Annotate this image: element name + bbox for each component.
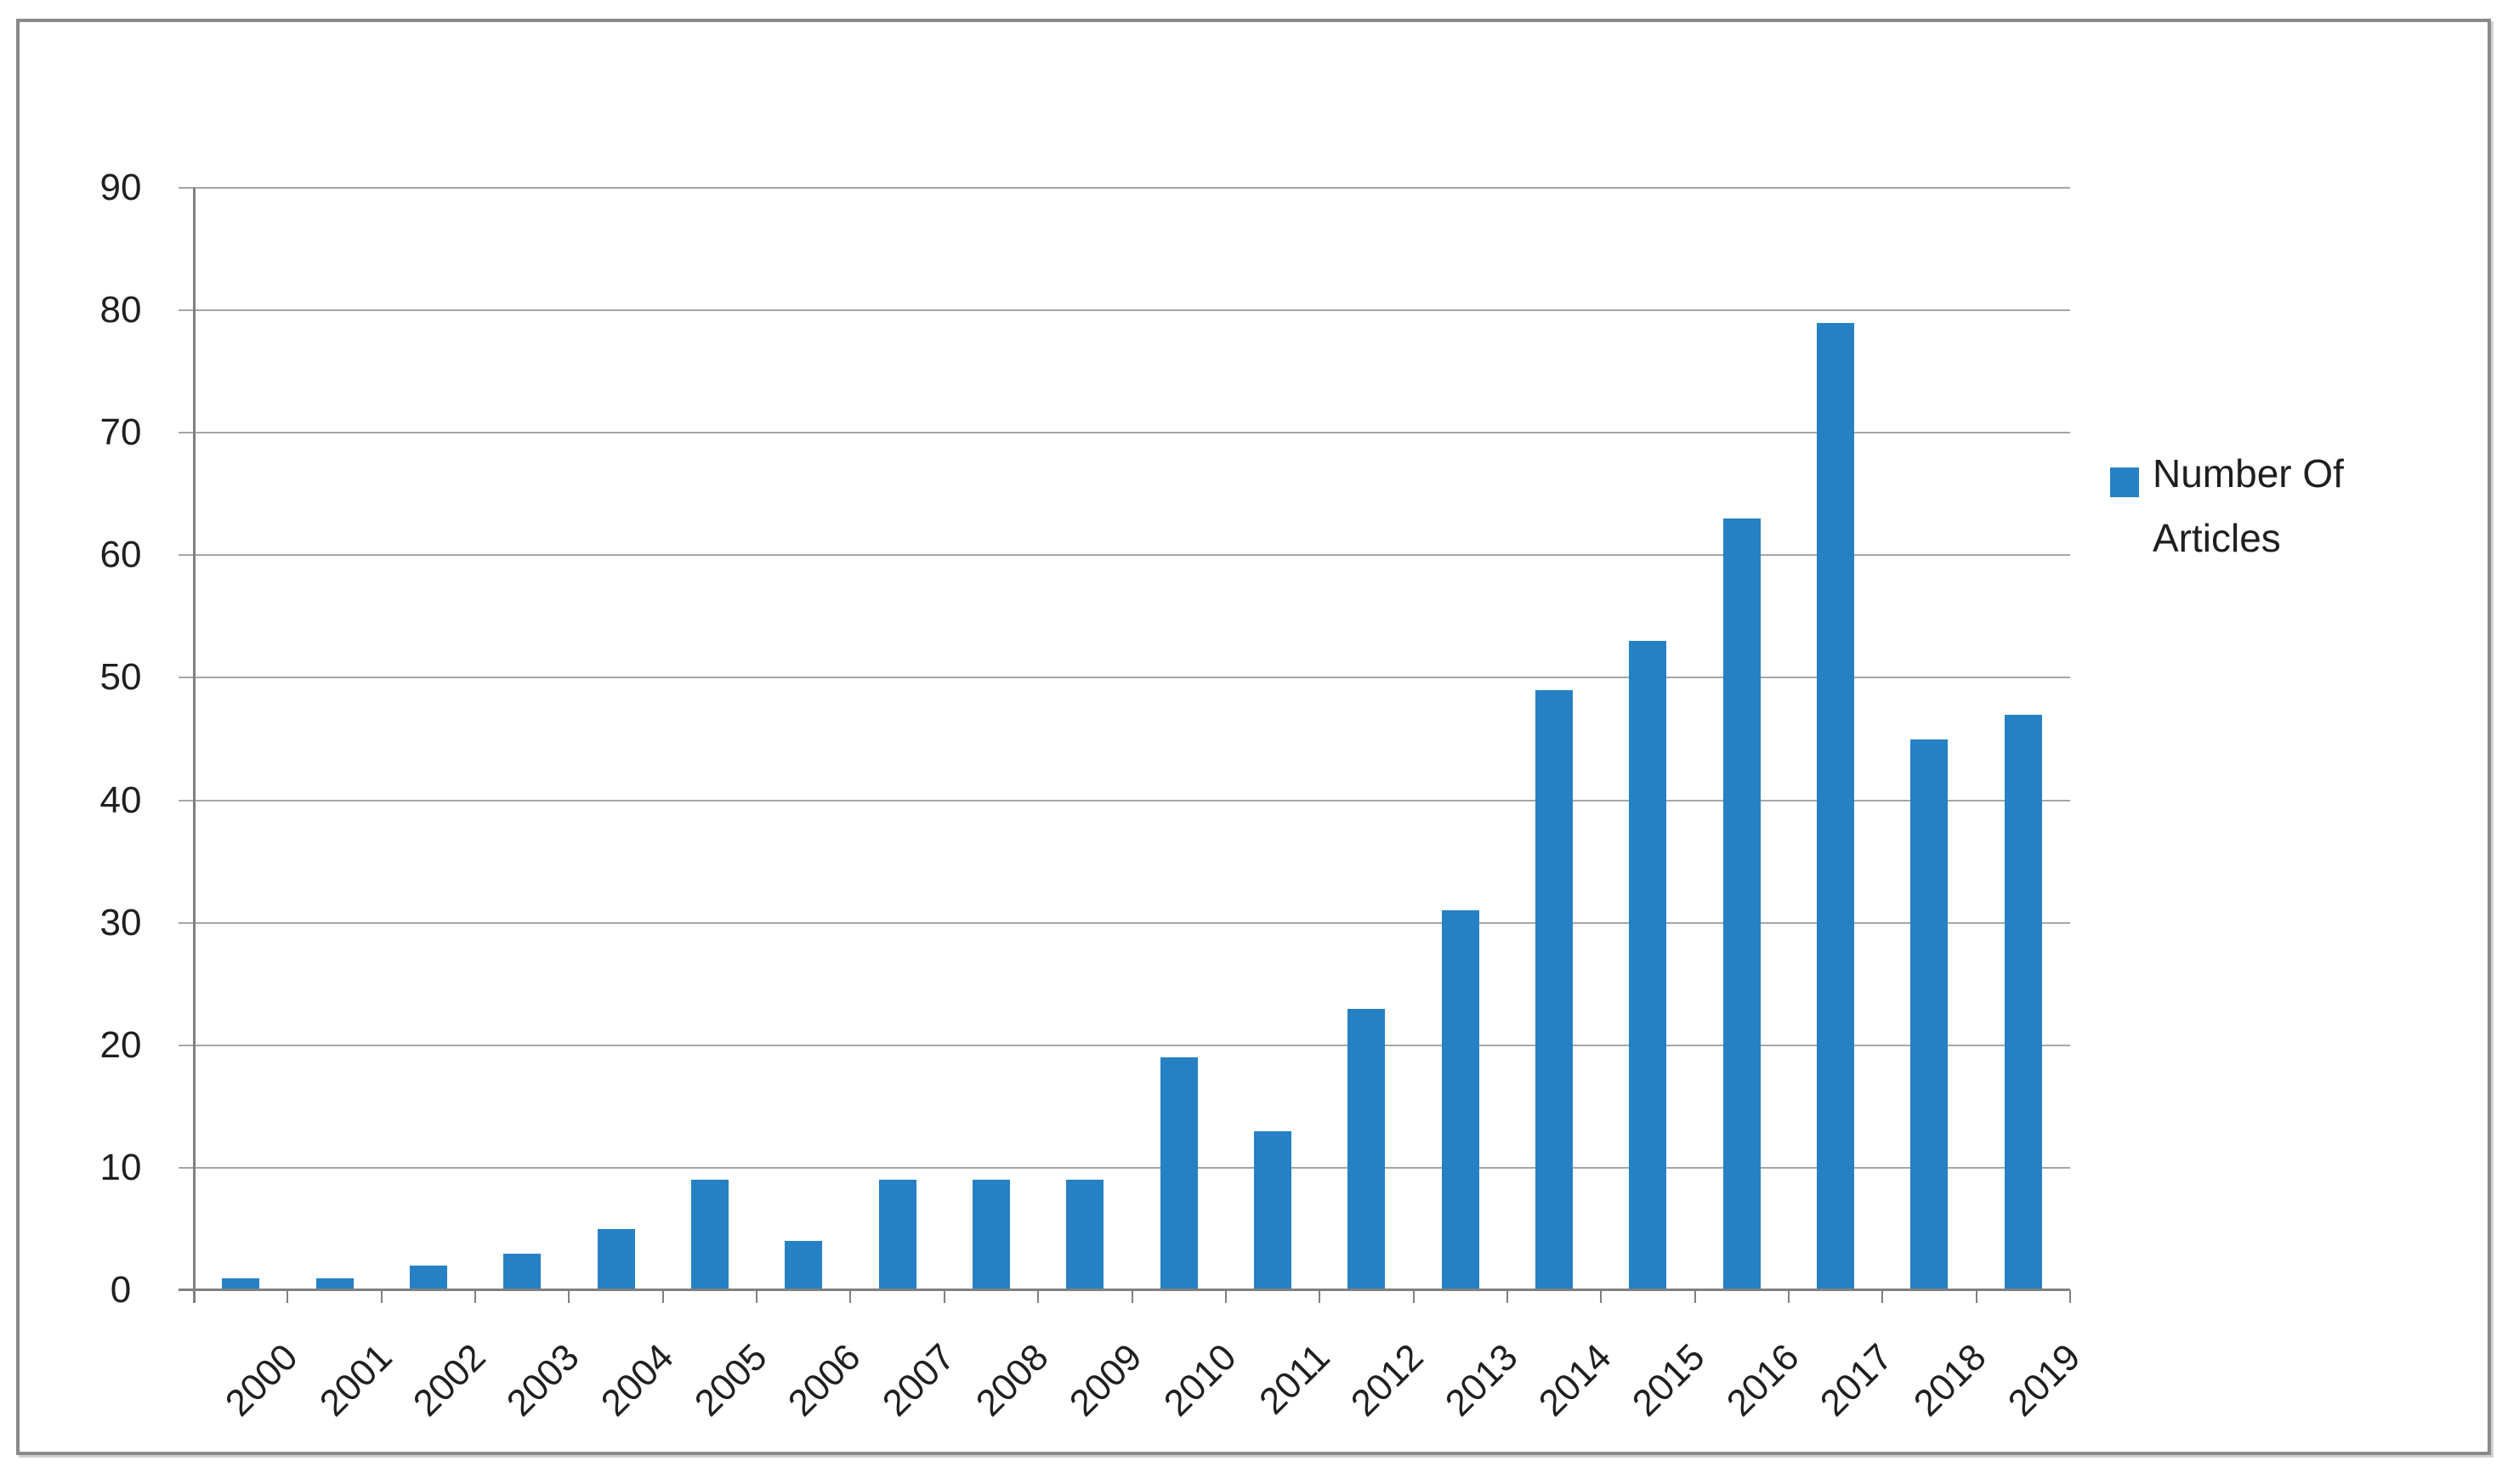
chart-frame: [16, 19, 2491, 1455]
legend-color-swatch: [2110, 467, 2139, 497]
legend-label-line1: Number Of: [2153, 451, 2344, 496]
legend-label-line2: Articles: [2153, 516, 2281, 560]
legend-label: Number Of Articles: [2153, 441, 2344, 570]
